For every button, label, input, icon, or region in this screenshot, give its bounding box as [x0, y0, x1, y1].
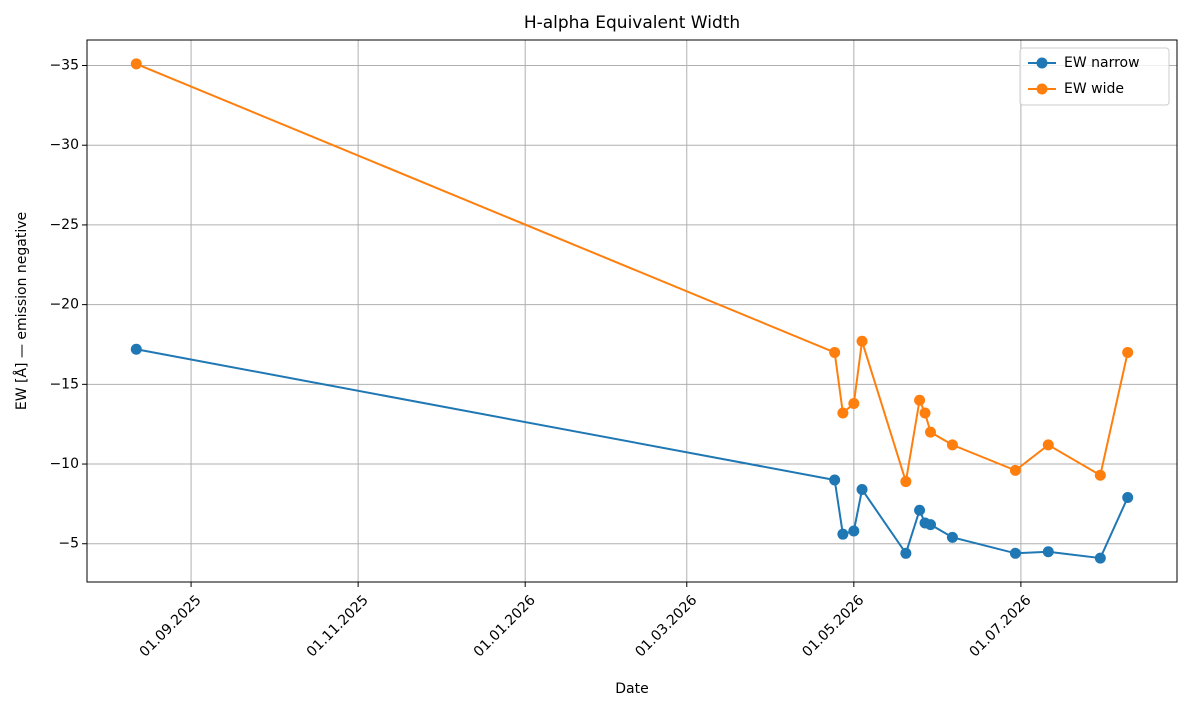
- y-tick-label: −30: [49, 137, 79, 153]
- data-point: [829, 346, 841, 358]
- data-point: [925, 519, 937, 531]
- data-point: [1042, 546, 1054, 558]
- y-tick-label: −15: [49, 376, 79, 392]
- data-point: [919, 407, 931, 419]
- data-point: [946, 531, 958, 543]
- legend-label: EW narrow: [1064, 55, 1140, 71]
- y-tick-label: −5: [58, 536, 79, 552]
- data-point: [946, 439, 958, 451]
- data-point: [1094, 469, 1106, 481]
- data-point: [900, 476, 912, 488]
- legend-label: EW wide: [1064, 81, 1124, 97]
- y-tick-label: −10: [49, 456, 79, 472]
- data-point: [130, 58, 142, 70]
- data-point: [1009, 464, 1021, 476]
- data-point: [1009, 547, 1021, 559]
- data-point: [1122, 346, 1134, 358]
- legend-marker: [1036, 83, 1048, 95]
- data-point: [856, 484, 868, 496]
- data-point: [837, 528, 849, 540]
- data-point: [829, 474, 841, 486]
- data-point: [925, 426, 937, 438]
- data-point: [900, 547, 912, 559]
- data-point: [1042, 439, 1054, 451]
- data-point: [130, 343, 142, 355]
- y-tick-label: −20: [49, 297, 79, 313]
- data-point: [848, 525, 860, 537]
- data-point: [837, 407, 849, 419]
- x-axis-label: Date: [615, 681, 648, 697]
- data-point: [1122, 492, 1134, 504]
- chart-title: H-alpha Equivalent Width: [524, 13, 740, 33]
- data-point: [848, 397, 860, 409]
- data-point: [914, 504, 926, 516]
- data-point: [914, 394, 926, 406]
- data-point: [1094, 552, 1106, 564]
- y-tick-label: −35: [49, 58, 79, 74]
- legend-marker: [1036, 57, 1048, 69]
- data-point: [856, 335, 868, 347]
- legend-box: [1019, 47, 1170, 106]
- legend: EW narrow EW wide: [1019, 47, 1170, 106]
- plot-frame: [86, 39, 1178, 583]
- y-axis-label: EW [Å] — emission negative: [13, 212, 30, 410]
- y-tick-label: −25: [49, 217, 79, 233]
- grid: [87, 40, 1177, 582]
